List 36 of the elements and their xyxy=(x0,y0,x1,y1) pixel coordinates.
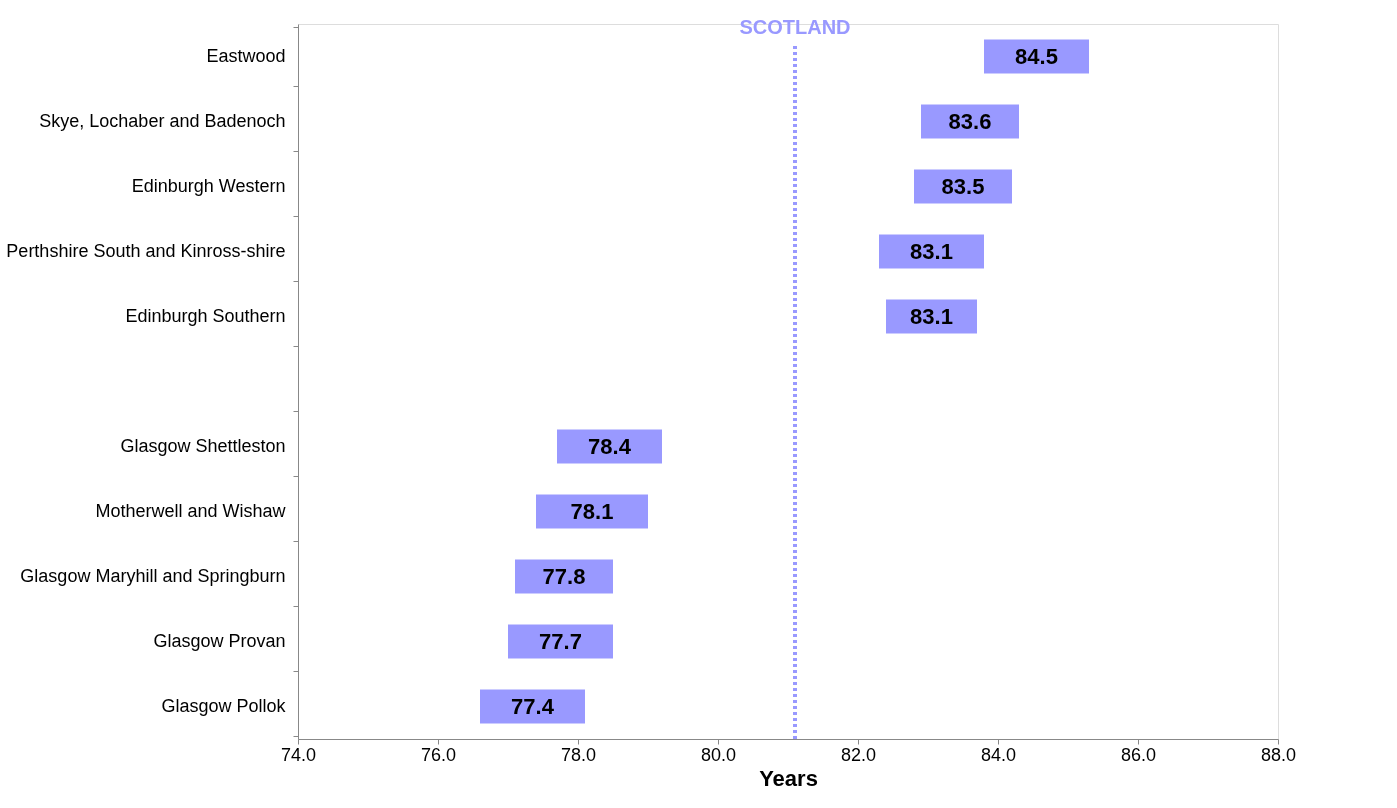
x-tick-label: 78.0 xyxy=(560,744,597,765)
y-tick-label: Perthshire South and Kinross-shire xyxy=(6,241,286,261)
annotation: 83.1 xyxy=(910,238,953,264)
x-tick-label: 82.0 xyxy=(840,744,877,765)
annotation: 84.5 xyxy=(1015,43,1058,69)
bar xyxy=(536,494,648,529)
y-tick-label: Eastwood xyxy=(206,46,286,66)
annotation: 83.6 xyxy=(948,108,992,134)
bar xyxy=(557,429,662,464)
bar xyxy=(508,624,613,659)
x-tick-label: 74.0 xyxy=(280,744,317,765)
annotation: 83.1 xyxy=(910,303,953,329)
annotation: 77.4 xyxy=(511,693,555,719)
ref-line-label: SCOTLAND xyxy=(739,16,851,38)
bar xyxy=(879,234,984,269)
x-tick-label: 86.0 xyxy=(1120,744,1157,765)
y-tick-label: Edinburgh Southern xyxy=(125,306,286,326)
y-tick-label: Glasgow Pollok xyxy=(161,696,287,716)
y-tick-label: Glasgow Maryhill and Springburn xyxy=(20,566,286,586)
annotation: 78.1 xyxy=(570,498,614,524)
annotation: 77.7 xyxy=(539,628,582,654)
x-tick-label: 88.0 xyxy=(1260,744,1297,765)
y-tick-label: Motherwell and Wishaw xyxy=(95,501,287,521)
y-tick-label: Glasgow Provan xyxy=(153,631,286,651)
y-tick-label: Skye, Lochaber and Badenoch xyxy=(39,111,286,131)
annotation: 78.4 xyxy=(588,433,632,459)
bar xyxy=(515,559,613,594)
y-tick-label: Edinburgh Western xyxy=(131,176,286,196)
bar xyxy=(480,689,585,724)
x-axis-title: Years xyxy=(759,765,818,791)
y-tick-label: Glasgow Shettleston xyxy=(120,436,286,456)
x-tick-label: 84.0 xyxy=(980,744,1017,765)
annotation: 83.5 xyxy=(941,173,985,199)
x-tick-label: 76.0 xyxy=(420,744,457,765)
x-tick-label: 80.0 xyxy=(700,744,737,765)
annotation: 77.8 xyxy=(542,563,586,589)
